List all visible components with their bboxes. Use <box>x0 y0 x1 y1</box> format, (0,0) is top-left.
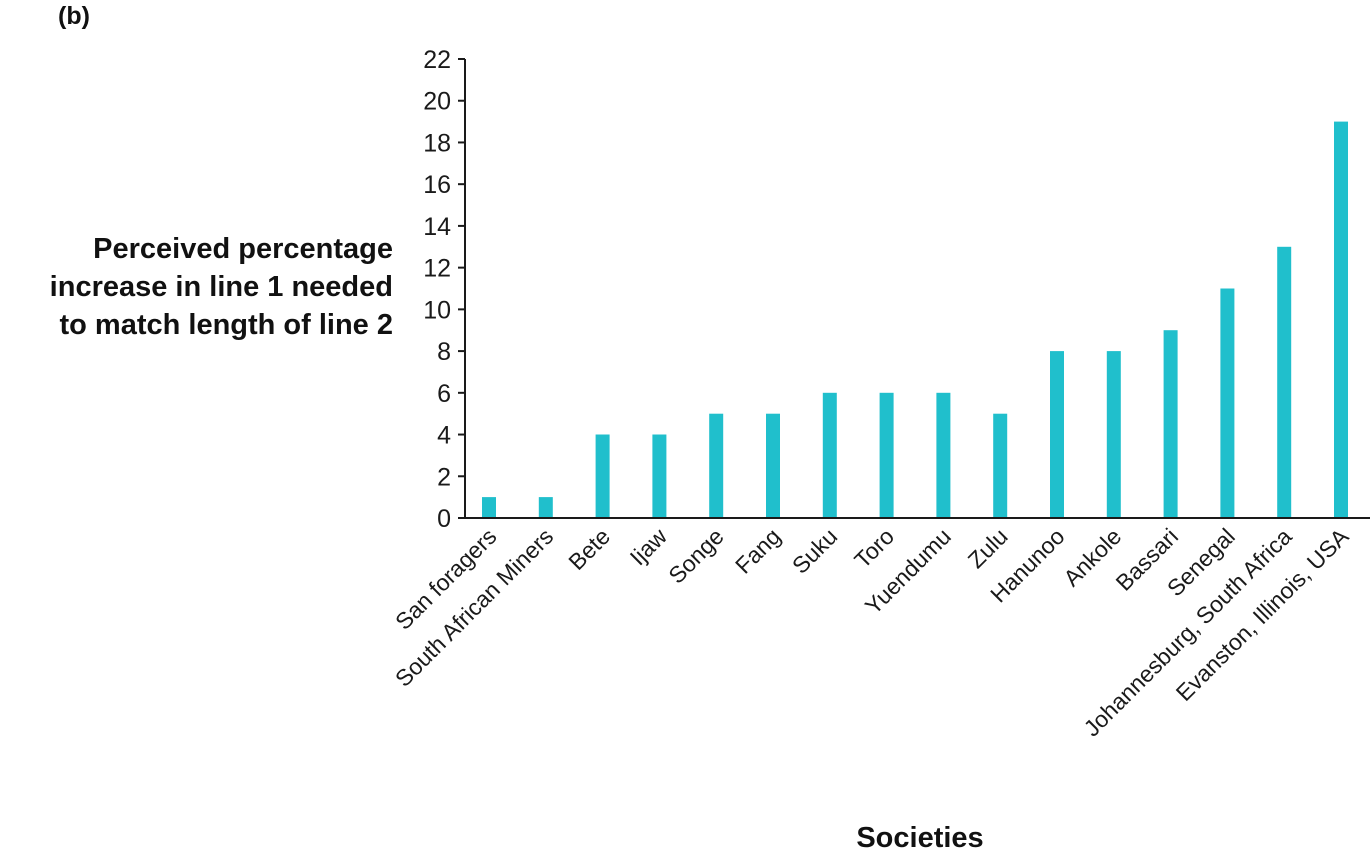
panel-label: (b) <box>58 2 90 30</box>
bar <box>1334 121 1348 518</box>
x-tick-label: Bete <box>563 523 615 575</box>
y-tick-label: 0 <box>437 505 451 533</box>
y-tick-label: 2 <box>437 463 451 491</box>
bar <box>709 413 724 518</box>
y-tick-label: 4 <box>437 422 451 450</box>
y-tick-label: 14 <box>423 213 451 241</box>
bar <box>936 392 951 518</box>
y-ticks-group: 0 2 4 6 8 10 12 14 16 18 20 22 <box>423 46 465 533</box>
bar <box>1220 288 1235 518</box>
y-tick-label: 10 <box>423 296 451 324</box>
bar <box>1050 351 1064 518</box>
x-axis-label: Societies <box>856 822 984 854</box>
bar <box>1277 246 1292 519</box>
x-tick-label: Fang <box>730 523 785 578</box>
y-tick-label: 16 <box>423 171 451 199</box>
bar <box>993 413 1008 518</box>
x-tick-label: Songe <box>663 523 728 588</box>
y-tick-label: 6 <box>437 380 451 408</box>
bar <box>538 497 553 518</box>
x-tick-label: Zulu <box>963 523 1013 573</box>
x-tick-label: Toro <box>849 523 899 573</box>
y-tick-label: 20 <box>423 88 451 116</box>
bar <box>1106 351 1121 518</box>
bars-group <box>482 121 1348 519</box>
bar <box>822 392 837 518</box>
y-tick-label: 12 <box>423 255 451 283</box>
y-tick-label: 8 <box>437 338 451 366</box>
bar <box>766 413 780 518</box>
x-tick-label: Ijaw <box>625 523 673 571</box>
axes-group <box>464 59 1370 519</box>
bar <box>879 392 894 518</box>
x-tick-label: Suku <box>787 523 842 578</box>
y-axis-label: Perceived percentage increase in line 1 … <box>49 233 393 341</box>
bar <box>1163 330 1178 518</box>
y-tick-label: 18 <box>423 129 451 157</box>
bar <box>595 434 610 518</box>
y-tick-label: 22 <box>423 46 451 74</box>
bar <box>652 434 667 518</box>
bar <box>482 497 496 518</box>
